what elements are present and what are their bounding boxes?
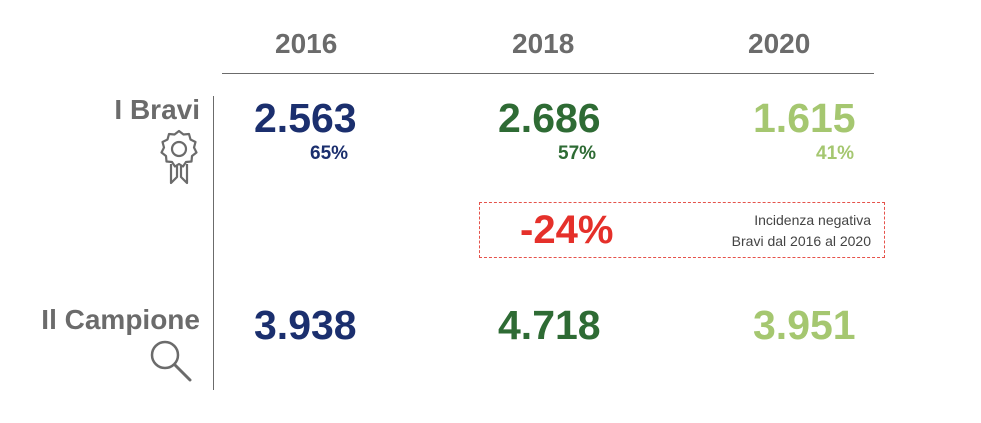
bravi-value-2020: 1.615: [753, 95, 856, 141]
bravi-percent-2020: 41%: [816, 143, 855, 164]
bravi-percent-2018: 57%: [558, 143, 597, 164]
header-divider: [222, 73, 874, 74]
bravi-value-2018: 2.686: [498, 95, 601, 141]
campione-value-2016: 3.938: [254, 302, 357, 348]
bravi-value-2016: 2.563: [254, 95, 357, 141]
year-header-2018: 2018: [512, 28, 575, 59]
row-label-campione: Il Campione: [41, 304, 200, 335]
row-label-bravi: I Bravi: [114, 94, 200, 125]
year-header-2016: 2016: [275, 28, 338, 59]
campione-value-2018: 4.718: [498, 302, 601, 348]
negative-incidence-note-line1: Incidenza negativa: [754, 212, 871, 228]
negative-incidence-note-line2: Bravi dal 2016 al 2020: [731, 233, 871, 249]
row-label-divider: [213, 96, 214, 390]
award-icon: [160, 129, 198, 185]
negative-incidence-note: Incidenza negativa Bravi dal 2016 al 202…: [732, 210, 871, 252]
bravi-percent-2016: 65%: [310, 143, 349, 164]
search-icon: [150, 340, 192, 382]
campione-value-2020: 3.951: [753, 302, 856, 348]
negative-incidence-value: -24%: [520, 208, 614, 252]
year-header-2020: 2020: [748, 28, 811, 59]
negative-incidence-callout: [479, 202, 885, 258]
